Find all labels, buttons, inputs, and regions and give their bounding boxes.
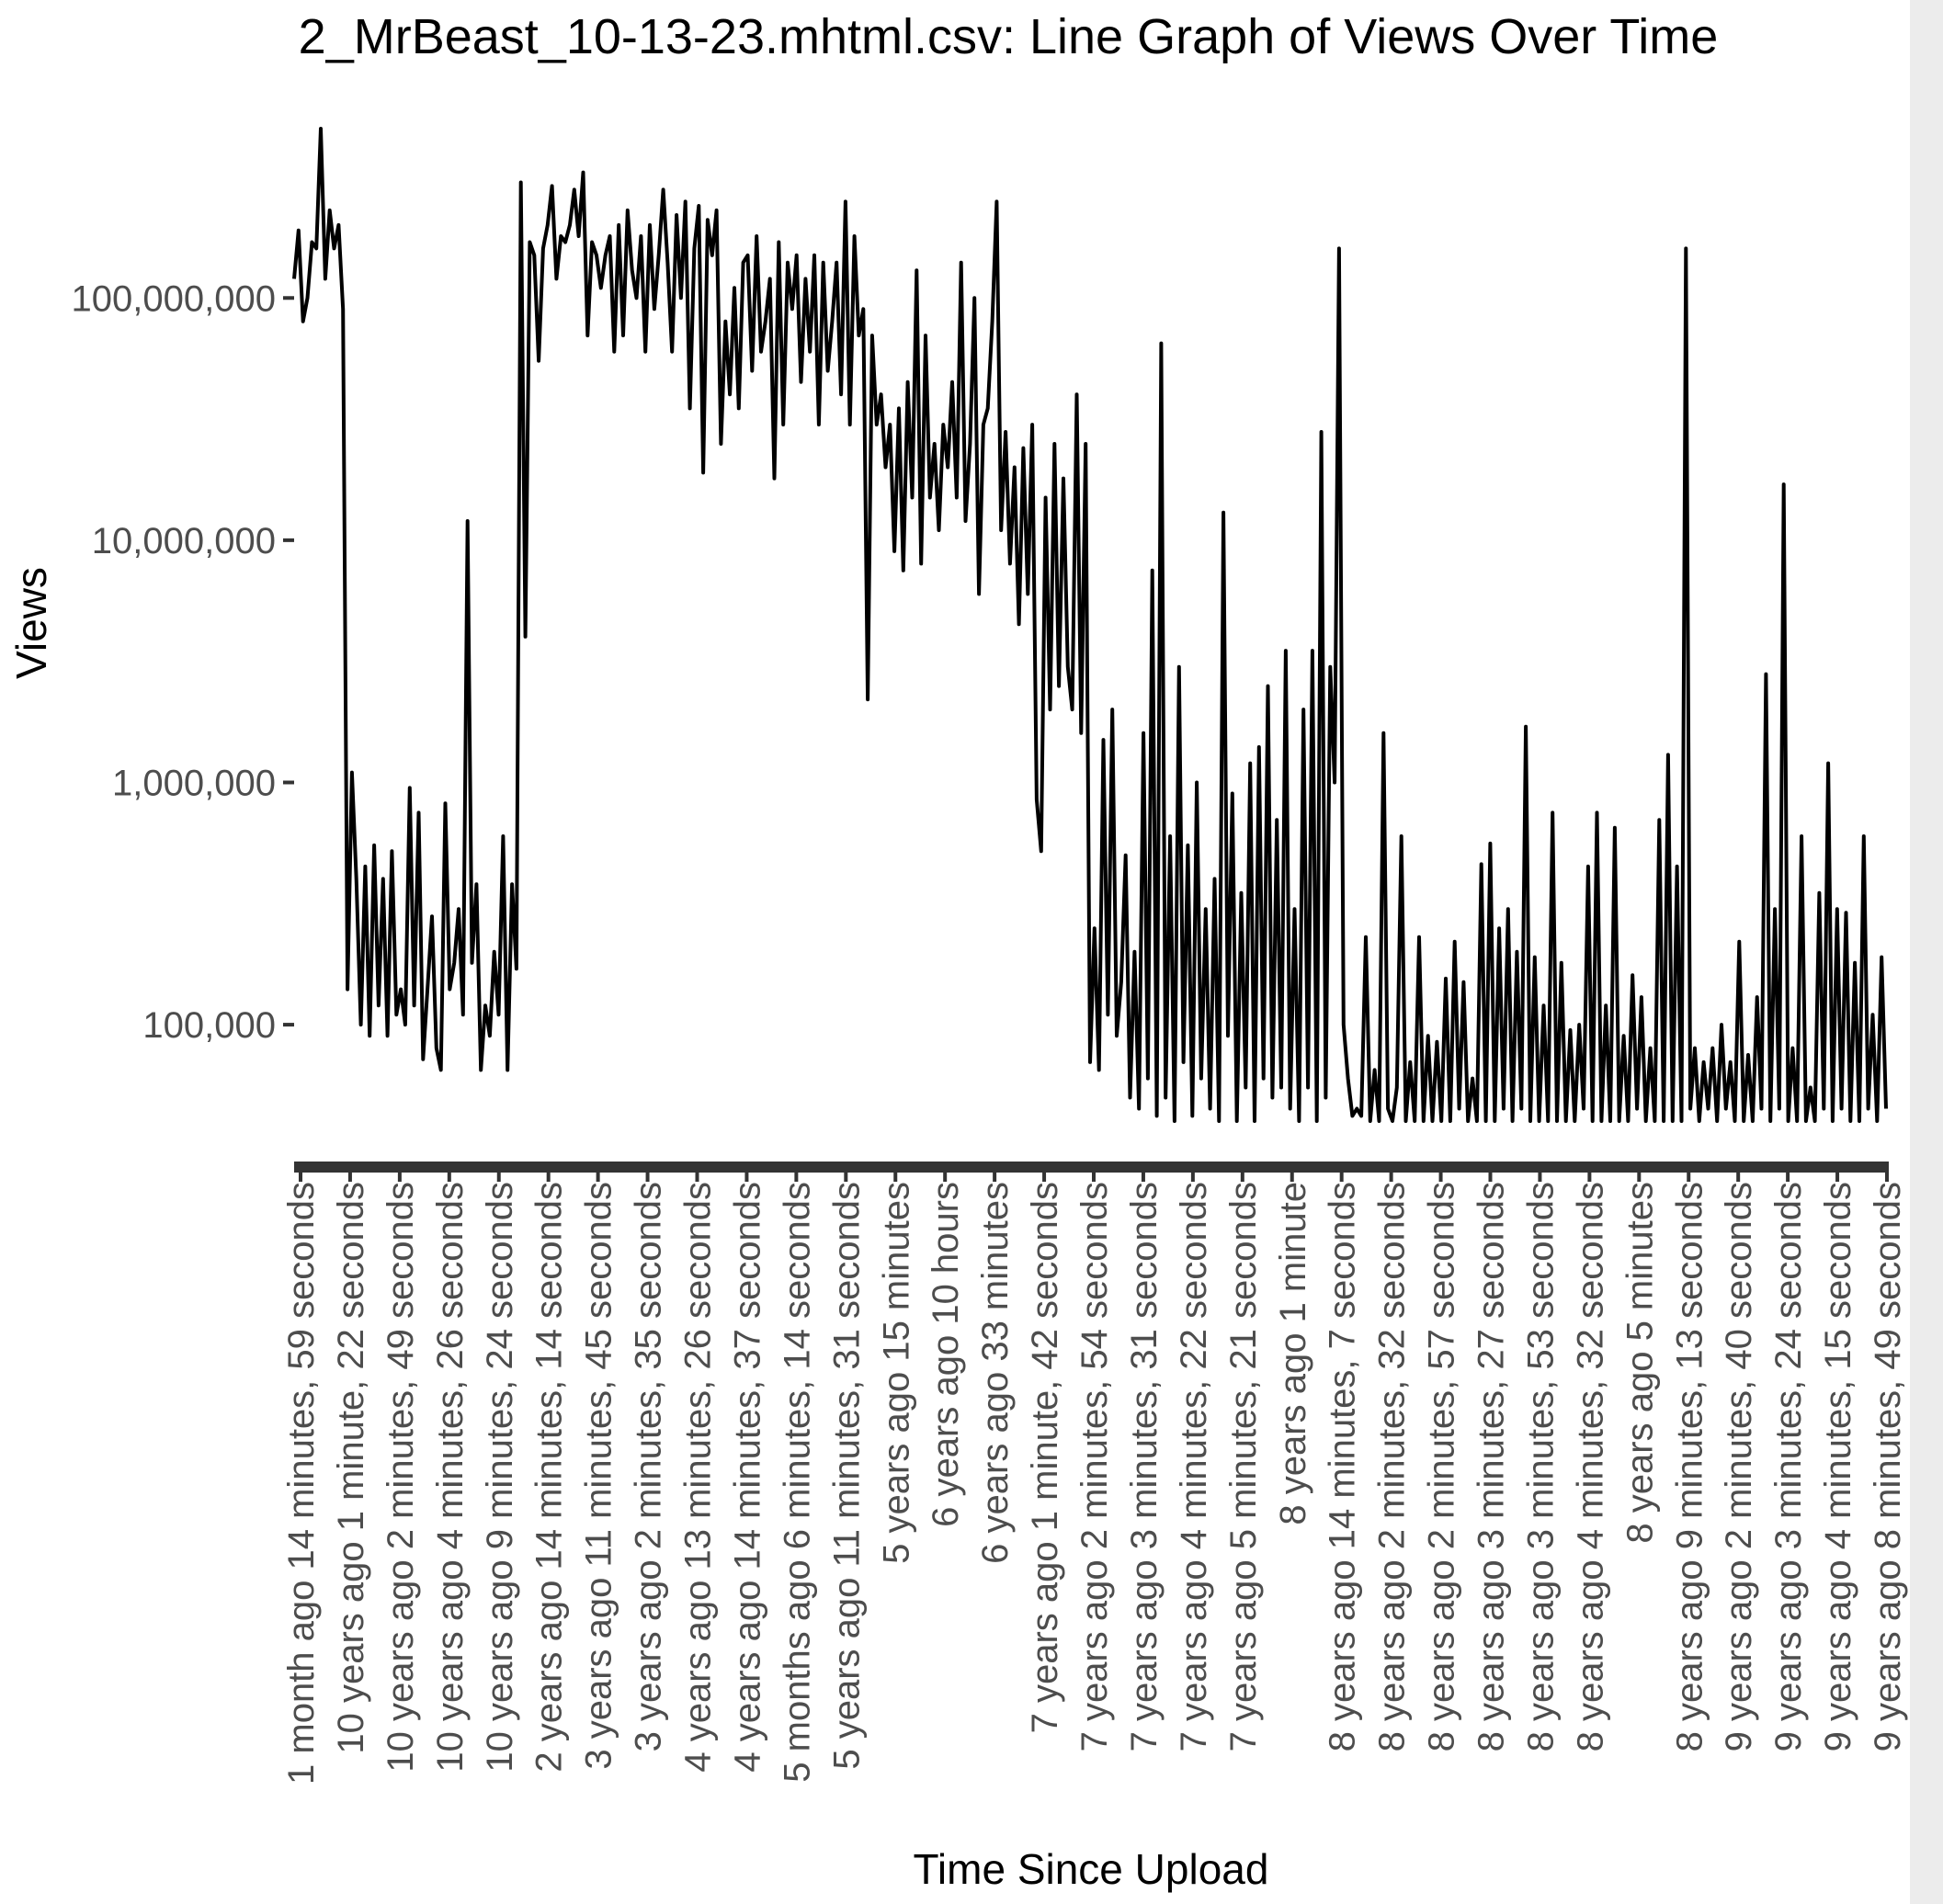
- views-series-line: [292, 127, 1888, 1123]
- x-tick-label: 7 years ago 4 minutes, 22 seconds: [1174, 1182, 1214, 1751]
- x-tick-label: 8 years ago 1 minute: [1273, 1182, 1313, 1525]
- x-tick-label: 8 years ago 3 minutes, 53 seconds: [1520, 1182, 1561, 1751]
- x-tick-label: 10 years ago 4 minutes, 26 seconds: [430, 1182, 471, 1773]
- x-tick-label: 3 years ago 2 minutes, 35 seconds: [629, 1182, 669, 1751]
- y-tick-label: 10,000,000: [92, 521, 276, 561]
- x-tick-label: 8 years ago 2 minutes, 32 seconds: [1372, 1182, 1413, 1751]
- x-tick-label: 8 years ago 14 minutes, 7 seconds: [1323, 1182, 1363, 1751]
- x-tick-label: 5 years ago 11 minutes, 31 seconds: [826, 1182, 867, 1770]
- x-tick-label: 7 years ago 3 minutes, 31 seconds: [1124, 1182, 1165, 1751]
- x-tick-label: 9 years ago 3 minutes, 24 seconds: [1768, 1182, 1809, 1751]
- x-tick-label: 5 months ago 6 minutes, 14 seconds: [777, 1182, 817, 1783]
- x-tick-label: 10 years ago 2 minutes, 49 seconds: [381, 1182, 421, 1773]
- x-tick-label: 4 years ago 14 minutes, 37 seconds: [727, 1182, 767, 1773]
- x-tick-label: 7 years ago 2 minutes, 54 seconds: [1074, 1182, 1115, 1751]
- x-tick-label: 3 years ago 11 minutes, 45 seconds: [579, 1182, 619, 1770]
- x-axis: 1 month ago 14 minutes, 59 seconds 10 yea…: [281, 1173, 1908, 1785]
- y-tick-label: 100,000: [142, 1005, 276, 1046]
- y-axis-title: Views: [7, 567, 55, 679]
- x-tick-label: 6 years ago 10 hours: [926, 1182, 966, 1527]
- x-tick-label: 9 years ago 2 minutes, 40 seconds: [1719, 1182, 1759, 1751]
- x-tick-label: 5 years ago 15 minutes: [876, 1182, 916, 1564]
- x-tick-label: 9 years ago 4 minutes, 15 seconds: [1818, 1182, 1858, 1751]
- y-tick-label: 1,000,000: [112, 763, 276, 803]
- y-tick-label: 100,000,000: [72, 278, 276, 319]
- x-tick-label: 8 years ago 9 minutes, 13 seconds: [1669, 1182, 1710, 1751]
- x-tick-label: 7 years ago 1 minute, 42 seconds: [1025, 1182, 1065, 1733]
- plot-area: [292, 127, 1888, 1123]
- right-edge-strip: [1910, 0, 1943, 1904]
- x-tick-label: 7 years ago 5 minutes, 21 seconds: [1223, 1182, 1264, 1751]
- x-tick-label: 8 years ago 4 minutes, 32 seconds: [1570, 1182, 1610, 1751]
- x-tick-label: 10 years ago 9 minutes, 24 seconds: [480, 1182, 520, 1773]
- y-axis: 100,000 1,000,000 10,000,000 100,000,000: [72, 278, 294, 1046]
- x-tick-label: 8 years ago 5 minutes: [1619, 1182, 1660, 1544]
- x-tick-label: 1 month ago 14 minutes, 59 seconds: [281, 1182, 322, 1785]
- x-tick-label: 8 years ago 3 minutes, 27 seconds: [1471, 1182, 1512, 1751]
- x-tick-label: 10 years ago 1 minute, 22 seconds: [331, 1182, 371, 1754]
- x-tick-label: 4 years ago 13 minutes, 26 seconds: [678, 1182, 719, 1773]
- chart-title: 2_MrBeast_10-13-23.mhtml.csv: Line Graph…: [299, 9, 1719, 64]
- x-tick-label: 9 years ago 8 minutes, 49 seconds: [1868, 1182, 1908, 1751]
- x-tick-label: 8 years ago 2 minutes, 57 seconds: [1422, 1182, 1462, 1751]
- x-tick-label: 6 years ago 33 minutes: [975, 1182, 1016, 1564]
- x-axis-title: Time Since Upload: [914, 1845, 1269, 1893]
- x-tick-label: 2 years ago 14 minutes, 14 seconds: [529, 1182, 570, 1773]
